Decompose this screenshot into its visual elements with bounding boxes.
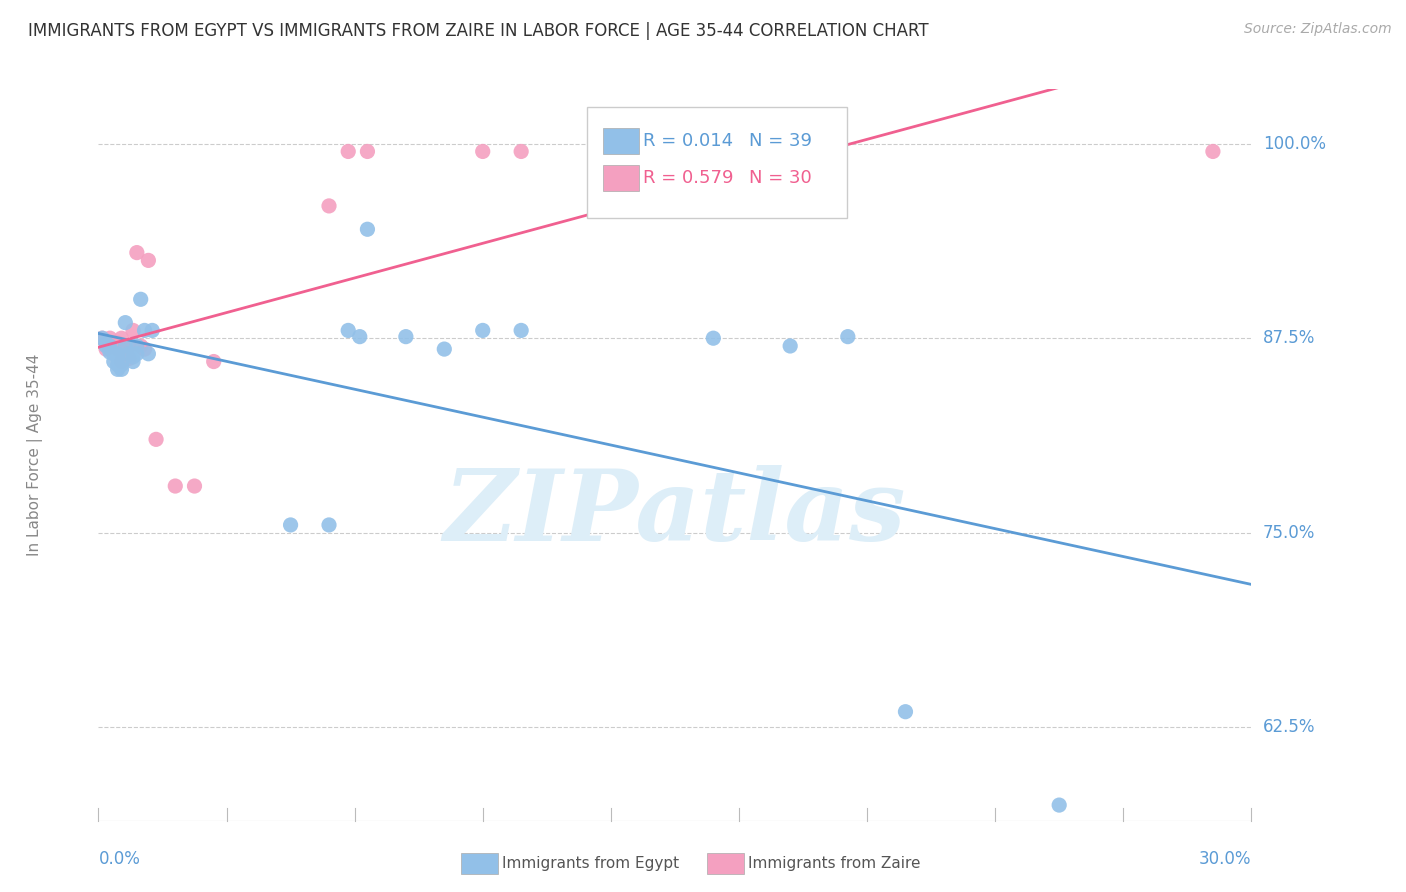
Point (1202, 145, 1225, 159)
Point (114, 316, 136, 330)
Point (107, 358, 129, 372)
Point (145, 433, 167, 447)
Point (91, 331, 114, 345)
Point (510, 145, 533, 159)
Point (837, 329, 859, 343)
Text: N = 39: N = 39 (749, 132, 811, 150)
Text: Immigrants from Zaire: Immigrants from Zaire (748, 856, 921, 871)
Text: R = 0.579: R = 0.579 (644, 169, 734, 187)
Point (129, 293, 152, 307)
Text: 100.0%: 100.0% (1263, 135, 1326, 153)
Point (138, 347, 160, 361)
Text: N = 30: N = 30 (749, 169, 811, 187)
Point (337, 323, 360, 337)
Point (395, 329, 418, 343)
Point (98, 339, 121, 353)
Text: R = 0.014: R = 0.014 (644, 132, 734, 150)
Point (349, 329, 371, 343)
Point (471, 145, 494, 159)
Point (114, 339, 136, 353)
Point (122, 323, 145, 337)
Point (356, 145, 378, 159)
Point (702, 331, 724, 345)
Point (125, 339, 148, 353)
Point (202, 354, 225, 368)
Point (107, 335, 129, 350)
Point (107, 351, 129, 366)
Text: Immigrants from Egypt: Immigrants from Egypt (502, 856, 679, 871)
Point (165, 479, 187, 493)
Text: 0.0%: 0.0% (98, 850, 141, 868)
Point (356, 222, 378, 236)
Text: IMMIGRANTS FROM EGYPT VS IMMIGRANTS FROM ZAIRE IN LABOR FORCE | AGE 35-44 CORREL: IMMIGRANTS FROM EGYPT VS IMMIGRANTS FROM… (28, 22, 929, 40)
Point (110, 362, 132, 376)
Point (1047, 798, 1070, 813)
Point (125, 347, 148, 361)
Point (98, 345, 121, 359)
Point (118, 339, 141, 353)
Text: In Labor Force | Age 35-44: In Labor Force | Age 35-44 (27, 354, 44, 556)
Point (98, 342, 121, 356)
Text: Source: ZipAtlas.com: Source: ZipAtlas.com (1244, 22, 1392, 37)
Point (98, 331, 121, 345)
Point (103, 347, 125, 361)
Text: 30.0%: 30.0% (1199, 850, 1251, 868)
Point (318, 518, 340, 533)
Point (280, 518, 302, 533)
Point (94, 335, 117, 350)
Point (318, 199, 340, 213)
Text: 62.5%: 62.5% (1263, 718, 1316, 736)
Point (94, 335, 117, 350)
Point (337, 145, 360, 159)
Point (110, 354, 132, 368)
Point (110, 331, 132, 345)
Point (122, 350, 145, 364)
Point (122, 354, 145, 368)
Point (91, 331, 114, 345)
Point (114, 347, 136, 361)
Point (471, 323, 494, 337)
Point (103, 335, 125, 350)
Point (103, 354, 125, 368)
Point (107, 347, 129, 361)
Point (141, 323, 163, 337)
Point (134, 323, 156, 337)
Point (183, 479, 205, 493)
Point (433, 342, 456, 356)
Point (94, 339, 117, 353)
Point (138, 253, 160, 268)
Text: 75.0%: 75.0% (1263, 524, 1315, 541)
Point (779, 339, 801, 353)
Text: ZIPatlas: ZIPatlas (444, 466, 905, 562)
Point (103, 339, 125, 353)
Point (94, 342, 117, 356)
Point (134, 342, 156, 356)
Point (114, 339, 136, 353)
Point (129, 339, 152, 353)
Point (110, 358, 132, 372)
Point (107, 342, 129, 356)
Point (118, 351, 141, 366)
Point (894, 705, 917, 719)
Point (125, 245, 148, 260)
Point (118, 347, 141, 361)
Point (98, 335, 121, 350)
Text: 87.5%: 87.5% (1263, 329, 1315, 347)
Point (107, 362, 129, 376)
Point (510, 323, 533, 337)
